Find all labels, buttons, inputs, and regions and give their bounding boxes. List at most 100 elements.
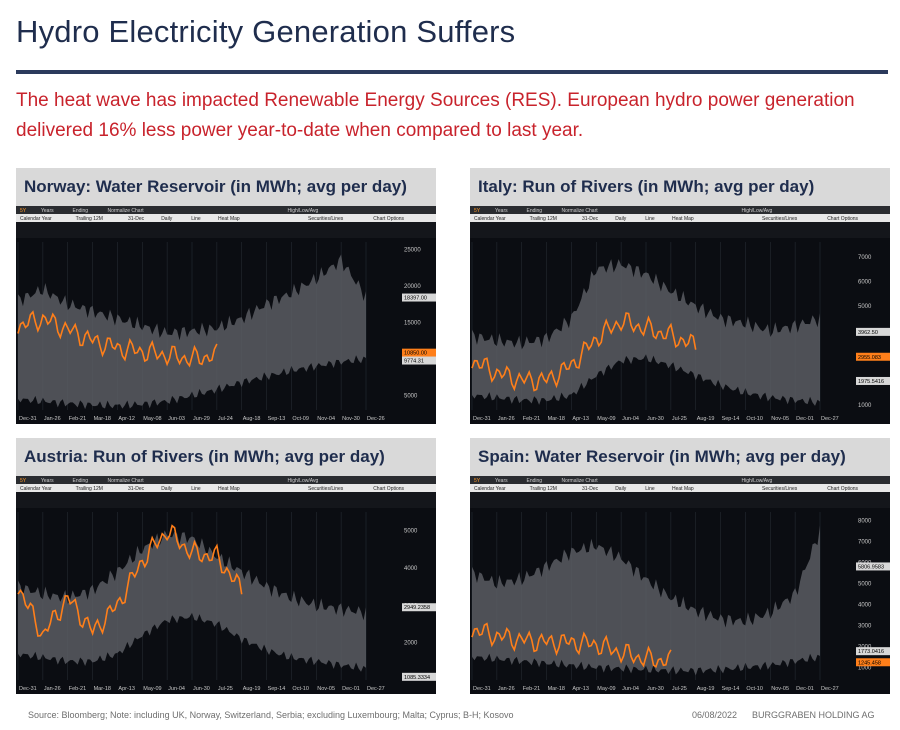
x-tick-label: Oct-09 (292, 416, 309, 422)
toolbar-label: Securities/Lines (308, 216, 344, 222)
x-tick-label: Jun-30 (647, 686, 664, 692)
x-tick-label: Oct-10 (746, 416, 763, 422)
toolbar-label: Ending (73, 208, 89, 214)
value-tag-label: 10850.00 (404, 351, 427, 357)
y-tick-label: 1000 (858, 665, 872, 671)
x-tick-label: Jul-24 (218, 416, 233, 422)
toolbar-label: Years (41, 478, 54, 484)
x-tick-label: Jul-25 (672, 686, 687, 692)
toolbar-label: Chart Options (827, 486, 858, 492)
toolbar-label: Line (191, 216, 201, 222)
value-tag-label: 1085.3334 (404, 675, 430, 681)
toolbar-row-3 (16, 492, 436, 508)
chart-panel-norway: Norway: Water Reservoir (in MWh; avg per… (16, 168, 436, 424)
x-tick-label: Feb-21 (69, 416, 86, 422)
value-tag (856, 327, 890, 336)
toolbar-label: Daily (615, 216, 627, 222)
y-tick-label: 15000 (404, 320, 421, 326)
x-tick-label: Dec-31 (473, 686, 491, 692)
high-low-band (472, 525, 820, 676)
toolbar-label: Normalize Chart (562, 478, 599, 484)
toolbar-label: Heat Map (672, 486, 694, 492)
toolbar-label: Years (495, 478, 508, 484)
x-tick-label: Jun-04 (622, 416, 639, 422)
toolbar-label: High/Low/Avg (288, 478, 319, 484)
x-tick-label: Nov-30 (342, 416, 360, 422)
x-tick-label: Mar-18 (94, 416, 111, 422)
x-tick-label: Jun-29 (193, 416, 210, 422)
toolbar-label: High/Low/Avg (288, 208, 319, 214)
value-tag (856, 376, 890, 385)
chart-panel-spain: Spain: Water Reservoir (in MWh; avg per … (470, 438, 890, 694)
chart-austria: 5Y Years Ending Normalize Chart High/Low/Avg… (16, 476, 436, 694)
title-divider (16, 70, 888, 74)
toolbar-label: Heat Map (218, 486, 240, 492)
x-tick-label: May-09 (597, 416, 615, 422)
chart-title-norway: Norway: Water Reservoir (in MWh; avg per… (16, 168, 436, 206)
toolbar-label: Years (41, 208, 54, 214)
value-tag-label: 1975.5416 (858, 379, 884, 385)
y-tick-label: 3000 (858, 623, 872, 629)
toolbar-label: Daily (615, 486, 627, 492)
x-tick-label: Feb-21 (523, 416, 540, 422)
page-title: Hydro Electricity Generation Suffers (16, 14, 516, 49)
value-tag-label: 1773.0416 (858, 649, 884, 655)
toolbar-label: Heat Map (672, 216, 694, 222)
x-tick-label: Jun-04 (622, 686, 639, 692)
x-tick-label: Mar-18 (94, 686, 111, 692)
x-tick-label: Oct-10 (292, 686, 309, 692)
toolbar-label: Daily (161, 216, 173, 222)
x-tick-label: Aug-19 (697, 416, 715, 422)
x-tick-label: May-09 (143, 686, 161, 692)
toolbar-label: Trailing 12M (530, 486, 557, 492)
x-tick-label: Jun-04 (168, 686, 185, 692)
chart-panel-austria: Austria: Run of Rivers (in MWh; avg per … (16, 438, 436, 694)
y-tick-label: 7000 (858, 255, 872, 261)
x-tick-label: Dec-26 (367, 416, 385, 422)
toolbar-label: High/Low/Avg (742, 478, 773, 484)
x-tick-label: Sep-14 (722, 686, 740, 692)
y-tick-label: 1000 (858, 403, 872, 409)
toolbar-row-2 (16, 484, 436, 492)
value-tag (856, 562, 890, 571)
toolbar-row-3 (16, 222, 436, 238)
toolbar-label: Securities/Lines (308, 486, 344, 492)
x-tick-label: Feb-21 (69, 686, 86, 692)
toolbar-label: Calendar Year (474, 216, 506, 222)
y-tick-label: 4000 (858, 602, 872, 608)
chart-italy: 5Y Years Ending Normalize Chart High/Low/Avg… (470, 206, 890, 424)
y-tick-label: 25000 (404, 247, 421, 253)
x-tick-label: Dec-27 (821, 686, 839, 692)
chart-svg-italy: 5Y Years Ending Normalize Chart High/Low/Avg… (470, 206, 890, 422)
value-tag (856, 647, 890, 656)
x-tick-label: Apr-13 (572, 686, 589, 692)
current-year-line (471, 312, 697, 392)
x-tick-label: Dec-01 (796, 686, 814, 692)
chart-spain: 5Y Years Ending Normalize Chart High/Low/Avg… (470, 476, 890, 694)
x-tick-label: Aug-18 (243, 416, 261, 422)
x-tick-label: Jul-25 (672, 416, 687, 422)
y-tick-label: 4000 (404, 566, 418, 572)
toolbar-label: Normalize Chart (562, 208, 599, 214)
y-tick-label: 5000 (404, 393, 418, 399)
x-tick-label: May-08 (143, 416, 161, 422)
source-note: Source: Bloomberg; Note: including UK, N… (28, 710, 514, 720)
toolbar-label: Securities/Lines (762, 486, 798, 492)
y-tick-label: 6000 (858, 280, 872, 286)
toolbar-row-2 (470, 484, 890, 492)
x-tick-label: Dec-27 (367, 686, 385, 692)
chart-svg-norway: 5Y Years Ending Normalize Chart High/Low/Avg… (16, 206, 436, 422)
chart-svg-spain: 5Y Years Ending Normalize Chart High/Low/Avg… (470, 476, 890, 692)
y-tick-label: 5000 (858, 304, 872, 310)
value-tag (402, 603, 436, 612)
x-tick-label: Sep-14 (722, 416, 740, 422)
toolbar-label: Years (495, 208, 508, 214)
x-tick-label: Nov-05 (317, 686, 335, 692)
x-tick-label: Mar-18 (548, 416, 565, 422)
x-tick-label: Dec-01 (342, 686, 360, 692)
toolbar-label: 5Y (20, 478, 27, 484)
x-tick-label: Jun-03 (168, 416, 185, 422)
value-tag-label: 3962.50 (858, 330, 878, 336)
x-tick-label: Dec-01 (796, 416, 814, 422)
x-tick-label: Sep-13 (268, 416, 286, 422)
